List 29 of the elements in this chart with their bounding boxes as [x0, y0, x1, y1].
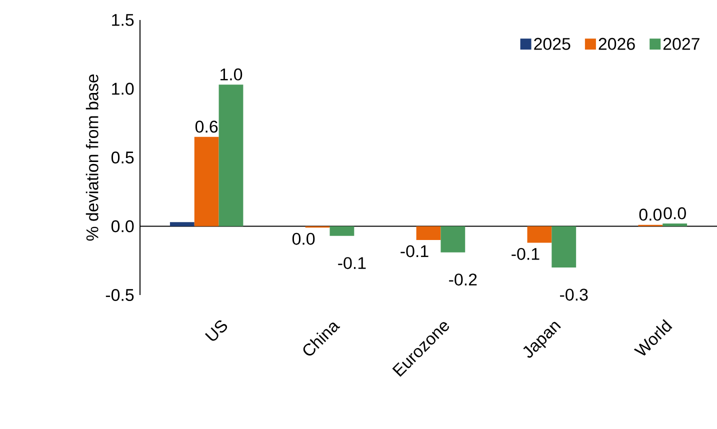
legend-label: 2025 — [534, 38, 570, 50]
data-label: -0.3 — [560, 288, 588, 301]
bar — [330, 226, 354, 236]
bar — [194, 136, 219, 226]
y-tick-label: 0.5 — [111, 152, 134, 164]
legend-label: 2026 — [598, 38, 635, 50]
data-label: -0.2 — [449, 274, 477, 286]
y-tick-label: 1.0 — [112, 82, 134, 95]
legend-label: 2027 — [663, 38, 700, 50]
bar — [662, 224, 688, 226]
y-tick-label: 0.0 — [111, 220, 134, 232]
bar — [527, 226, 552, 243]
data-label: -0.1 — [338, 257, 366, 270]
y-tick-label: -0.5 — [106, 289, 134, 301]
data-label: 0.0 — [639, 208, 662, 221]
bar — [170, 222, 194, 226]
bar — [440, 226, 466, 252]
data-label: -0.1 — [512, 248, 540, 260]
y-axis-title: % deviation from base — [86, 74, 98, 241]
bar — [552, 226, 576, 268]
data-label: -0.1 — [400, 245, 428, 258]
data-label: 0.0 — [292, 232, 315, 245]
data-label: 0.6 — [195, 120, 218, 133]
data-label: 1.0 — [220, 68, 242, 80]
bar — [218, 84, 244, 226]
data-label: 0.0 — [664, 207, 686, 220]
bar — [416, 226, 441, 240]
y-tick-label: 1.5 — [112, 14, 134, 26]
x-tick-label: US — [204, 320, 228, 341]
